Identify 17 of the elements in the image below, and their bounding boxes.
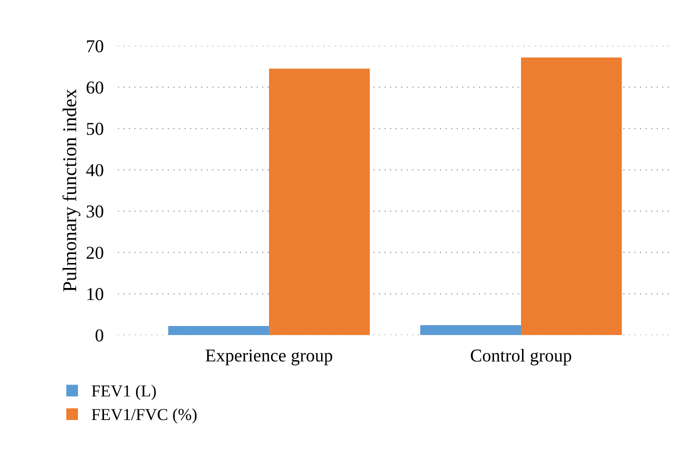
bar bbox=[521, 57, 622, 336]
y-tick-label: 70 bbox=[87, 40, 104, 52]
y-tick-label: 20 bbox=[86, 246, 104, 259]
x-tick-label: Experience group bbox=[206, 349, 332, 366]
y-tick-label: 60 bbox=[86, 81, 104, 94]
y-tick-label: 30 bbox=[86, 205, 104, 218]
bar bbox=[420, 325, 522, 336]
y-tick-label: 40 bbox=[86, 164, 104, 176]
bar bbox=[269, 68, 370, 336]
x-tick-label: Control group bbox=[470, 348, 572, 366]
legend-label: FEV1 (L) bbox=[92, 384, 156, 400]
y-tick-label: 0 bbox=[96, 329, 104, 342]
y-tick-label: 10 bbox=[87, 288, 104, 300]
y-tick-label: 50 bbox=[86, 122, 104, 135]
y-axis-title: Pulmonary function index bbox=[62, 89, 80, 292]
bar bbox=[168, 326, 270, 336]
legend-label: FEV1/FVC (%) bbox=[92, 408, 197, 424]
